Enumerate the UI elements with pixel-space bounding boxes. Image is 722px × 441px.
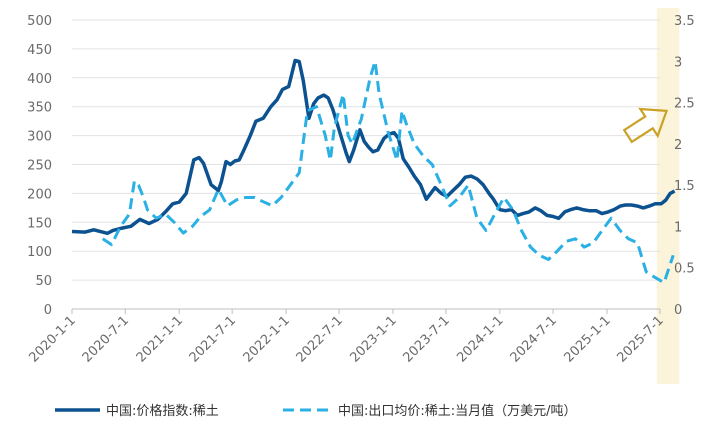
x-tick-label: 2021-1-1: [134, 313, 186, 365]
right-axis-tick-label: 0: [674, 303, 682, 318]
x-tick-label: 2022-1-1: [241, 313, 293, 365]
left-axis-tick-label: 0: [44, 303, 52, 318]
left-axis-tick-label: 400: [27, 72, 52, 87]
x-tick-label: 2024-1-1: [454, 313, 506, 365]
x-axis-ticks: 2020-1-1 2020-7-1 2021-1-1 2021-7-1 2022-1-1…: [26, 309, 667, 366]
gridlines: [72, 19, 660, 281]
legend: 中国:价格指数:稀土 中国:出口均价:稀土:当月值（万美元/吨）: [55, 403, 577, 419]
right-axis-tick-label: 3.5: [674, 14, 695, 29]
x-tick-label: 2023-7-1: [400, 313, 452, 365]
x-tick-label: 2020-7-1: [80, 313, 132, 365]
x-tick-label: 2023-1-1: [347, 313, 399, 365]
price-index-line: [71, 58, 676, 236]
left-axis-tick-label: 250: [27, 159, 52, 174]
right-axis-tick-label: 2.5: [674, 97, 695, 112]
x-tick-label: 2024-7-1: [508, 313, 560, 365]
up-right-arrow-icon: [622, 107, 669, 144]
x-tick-label: 2021-7-1: [187, 313, 239, 365]
export-price-line: [101, 59, 675, 285]
legend-label-price-index: 中国:价格指数:稀土: [106, 403, 219, 419]
right-axis-ticks: 0 0.5 1 1.5 2 2.5 3 3.5: [674, 14, 695, 318]
left-axis-tick-label: 300: [27, 130, 52, 145]
left-axis-tick-label: 350: [27, 101, 52, 116]
right-axis-tick-label: 3: [674, 55, 682, 70]
right-axis-tick-label: 2: [674, 138, 682, 153]
annotation-arrow: [622, 107, 669, 144]
left-axis-ticks: 0 50 100 150 200 250 300 350 400 450 500: [27, 14, 52, 318]
series-layer: [71, 58, 676, 285]
left-axis-tick-label: 200: [27, 187, 52, 202]
left-axis-tick-label: 450: [27, 43, 52, 58]
left-axis-tick-label: 100: [27, 245, 52, 260]
x-tick-label: 2022-7-1: [294, 313, 346, 365]
right-axis-tick-label: 0.5: [674, 262, 695, 277]
right-axis-tick-label: 1: [674, 220, 682, 235]
right-axis-tick-label: 1.5: [674, 179, 695, 194]
x-tick-label: 2025-1-1: [561, 313, 613, 365]
legend-label-export-price: 中国:出口均价:稀土:当月值（万美元/吨）: [338, 403, 577, 419]
left-axis-tick-label: 150: [27, 216, 52, 231]
x-tick-label: 2020-1-1: [26, 313, 78, 365]
left-axis-tick-label: 500: [27, 14, 52, 29]
left-axis-tick-label: 50: [35, 274, 52, 289]
